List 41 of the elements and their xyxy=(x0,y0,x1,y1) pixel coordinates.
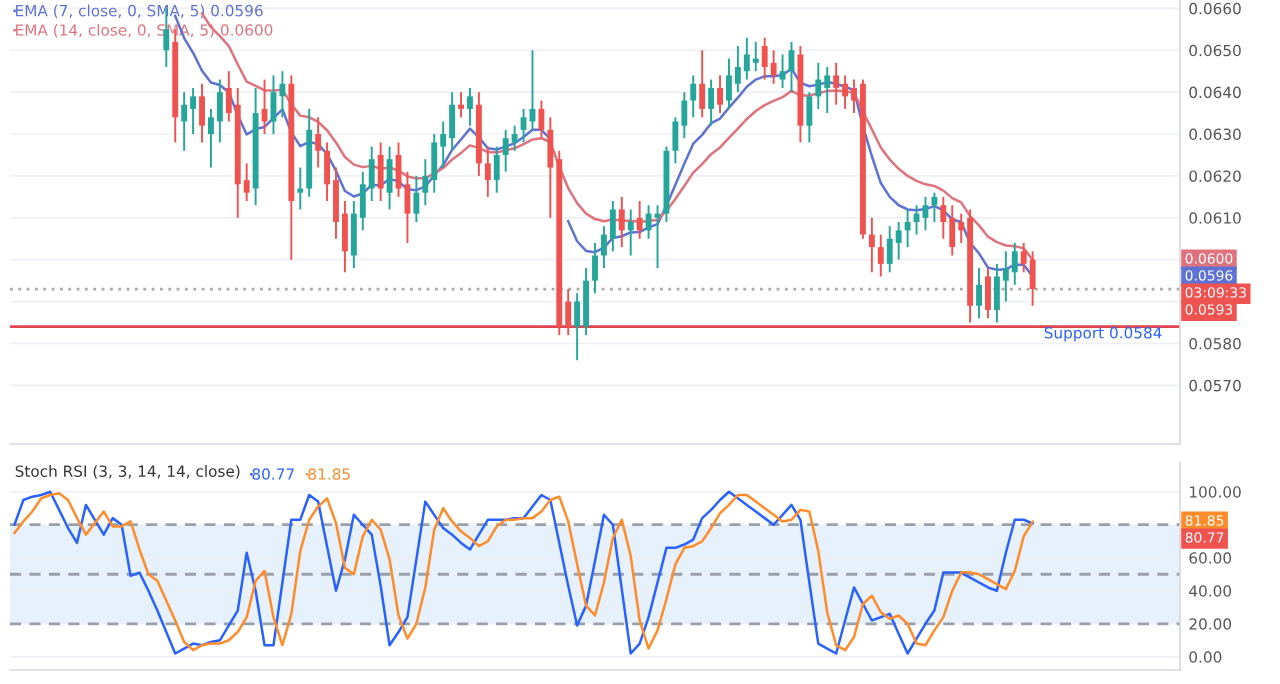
candlestick xyxy=(931,191,938,223)
candlestick xyxy=(413,174,420,223)
candlestick xyxy=(458,91,464,119)
candlestick xyxy=(815,61,822,110)
candlestick xyxy=(645,204,652,240)
candlestick xyxy=(627,208,634,257)
candlestick xyxy=(279,70,286,119)
candlestick xyxy=(904,208,911,249)
candlestick xyxy=(752,40,759,73)
candlestick xyxy=(618,195,625,249)
candlestick xyxy=(315,116,322,169)
candlestick xyxy=(690,74,697,119)
candlestick xyxy=(484,145,491,198)
candlestick xyxy=(985,267,991,320)
candlestick xyxy=(181,91,188,152)
candlestick xyxy=(770,49,777,85)
candlestick xyxy=(976,267,982,320)
candlestick xyxy=(833,61,840,106)
candlestick xyxy=(511,124,518,152)
candlestick xyxy=(708,78,715,127)
candlestick xyxy=(868,216,875,274)
candlestick xyxy=(386,145,393,211)
candlestick xyxy=(779,53,786,89)
candlestick xyxy=(493,145,500,194)
candlestick xyxy=(199,82,205,144)
candlestick xyxy=(1029,250,1036,307)
candlestick xyxy=(895,221,902,261)
candlestick xyxy=(699,49,706,119)
candlestick xyxy=(377,141,384,203)
candlestick xyxy=(216,78,223,144)
candlestick xyxy=(940,195,947,240)
candlestick xyxy=(717,74,723,115)
candlestick xyxy=(538,99,545,140)
candlestick xyxy=(1011,241,1018,286)
candlestick xyxy=(467,86,473,127)
candlestick xyxy=(877,233,884,278)
candlestick xyxy=(297,166,304,211)
candlestick xyxy=(592,241,598,295)
candlestick xyxy=(609,200,616,253)
candlestick xyxy=(806,91,813,144)
candlestick xyxy=(636,200,643,240)
